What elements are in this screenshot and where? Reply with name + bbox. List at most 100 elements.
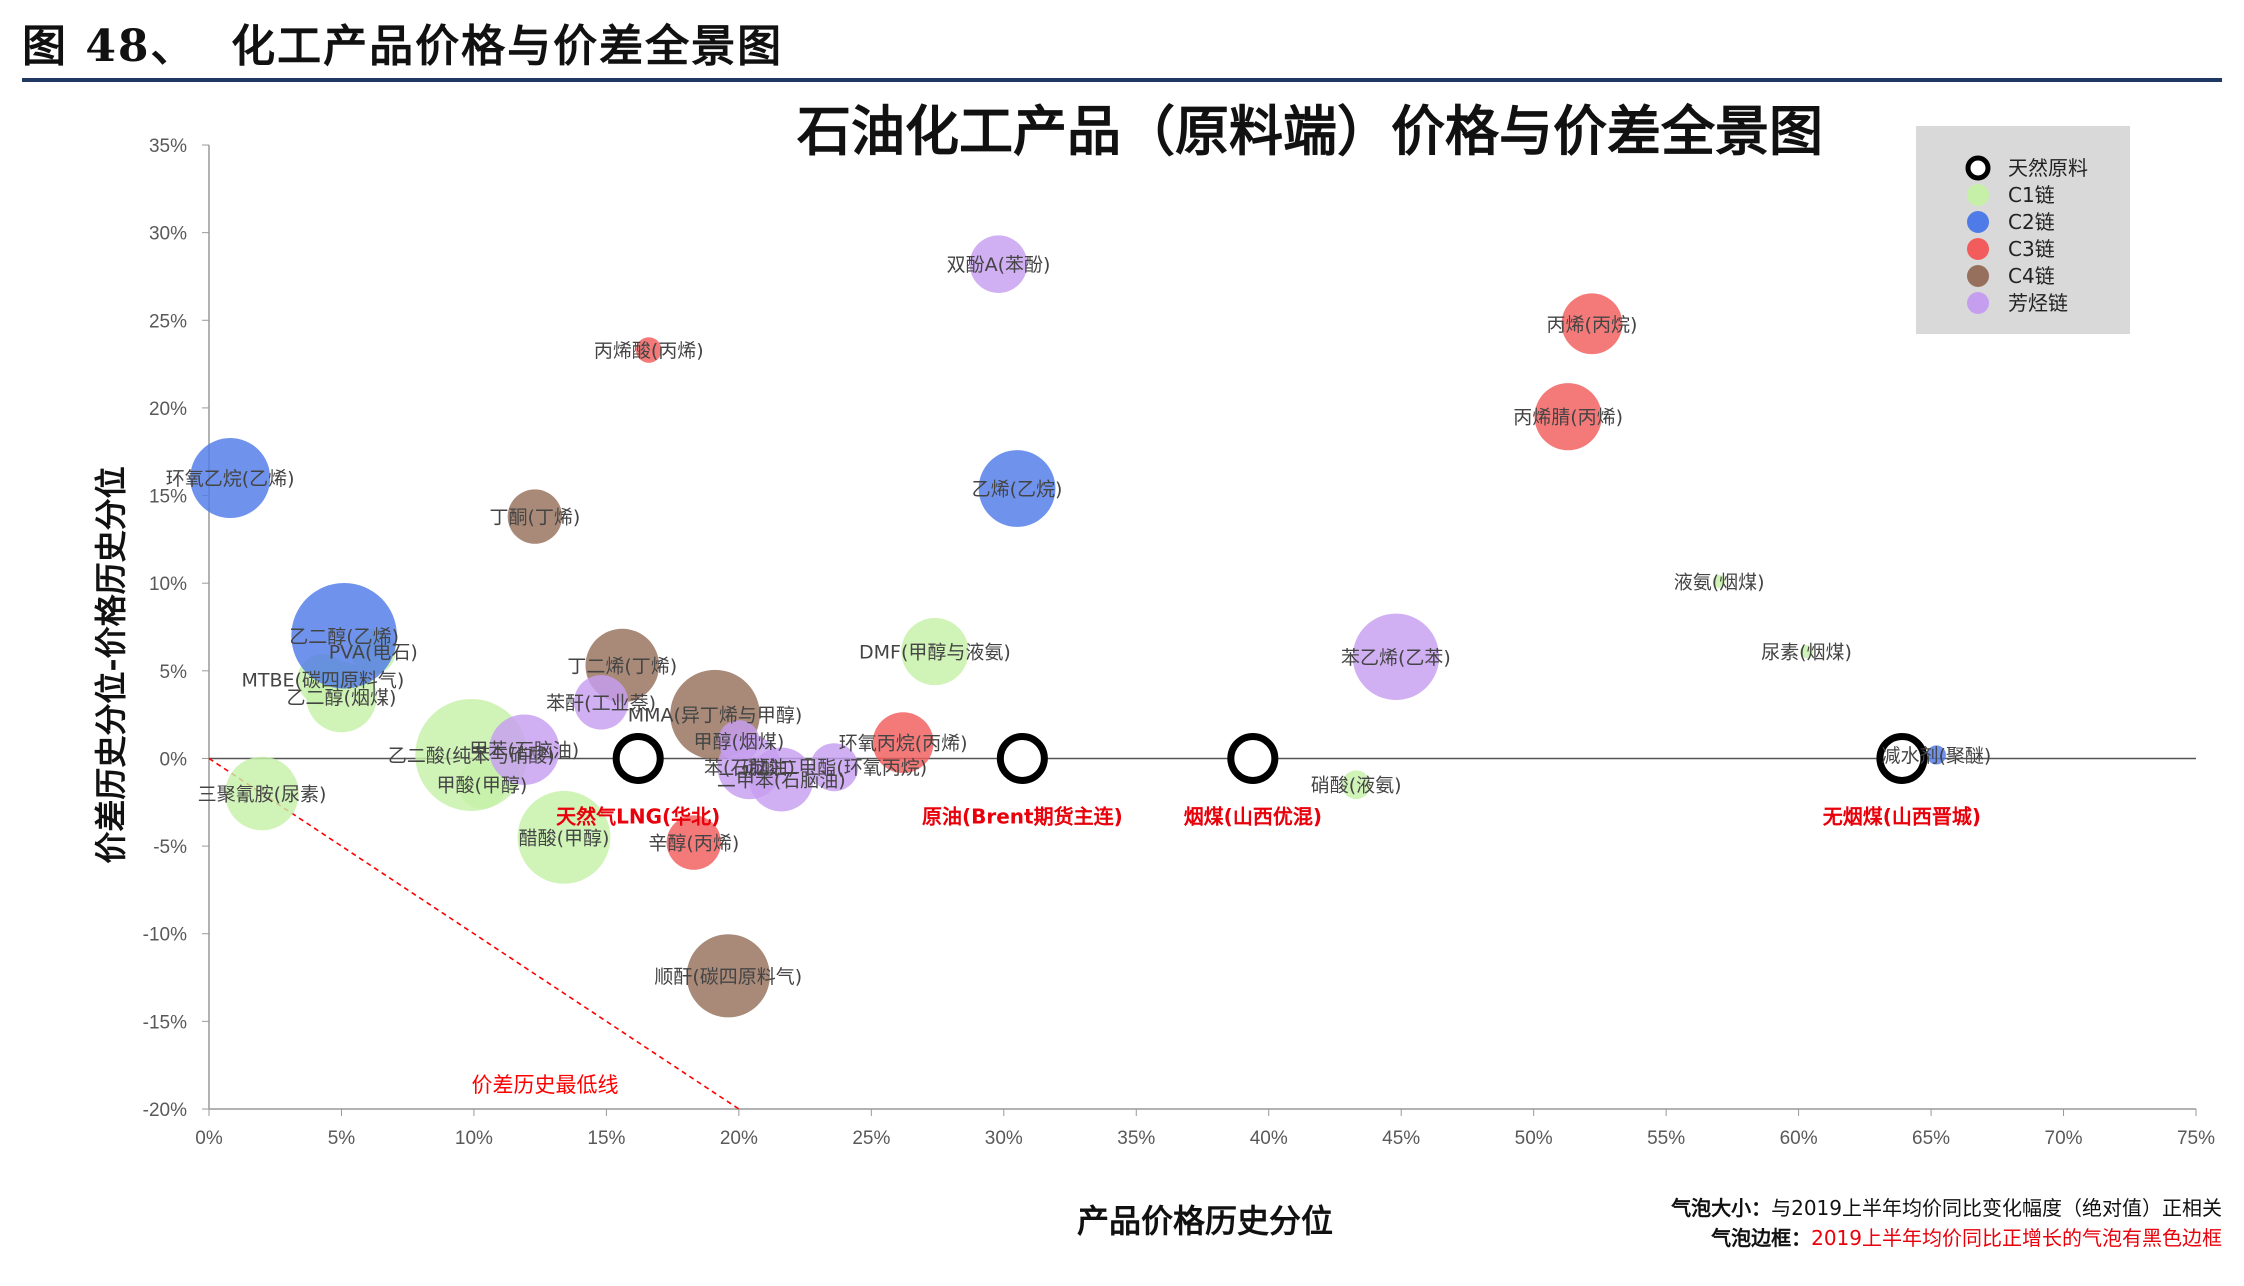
bubble-label: 尿素(烟煤) <box>1761 642 1852 664</box>
bubble-label: PVA(电石) <box>329 642 418 664</box>
bubble-label: 丁酮(丁烯) <box>489 507 580 529</box>
bubbles-layer <box>190 235 1946 1018</box>
y-tick-label: 25% <box>149 311 187 332</box>
footnote-size-text: 与2019上半年均价同比变化幅度（绝对值）正相关 <box>1771 1196 2222 1220</box>
bubble-label: 甲酸(甲醇) <box>436 775 527 797</box>
reference-line-layer: 价差历史最低线 <box>208 757 740 1110</box>
footnote-size: 气泡大小：与2019上半年均价同比变化幅度（绝对值）正相关 <box>1671 1192 2222 1221</box>
bubble-label: 硝酸(液氨) <box>1311 775 1402 797</box>
bubble <box>1352 613 1440 700</box>
x-tick-label: 5% <box>328 1128 356 1149</box>
bubble <box>686 934 770 1018</box>
x-tick-label: 0% <box>195 1128 223 1149</box>
bubble <box>666 815 722 870</box>
bubble-label: 乙二醇(烟煤) <box>287 687 397 709</box>
reference-line <box>208 757 740 1110</box>
y-tick-label: 35% <box>149 136 187 157</box>
x-tick-label: 55% <box>1647 1128 1685 1149</box>
legend-label: C1链 <box>2008 183 2055 207</box>
y-tick-label: 20% <box>149 399 187 420</box>
y-tick-label: 10% <box>149 574 187 595</box>
legend-marker <box>1967 265 1989 287</box>
bubble <box>749 747 814 812</box>
bubble-label: 三聚氰胺(尿素) <box>198 784 327 806</box>
bubble <box>1926 745 1946 765</box>
bubble-label: 碳酸二甲酯(环氧丙烷) <box>741 757 927 779</box>
bubble-label: 乙烯(乙烷) <box>972 479 1063 501</box>
raw-material-label: 无烟煤(山西晋城) <box>1823 804 1981 828</box>
bubble <box>517 790 611 884</box>
bubble-label: MTBE(碳四原料气) <box>241 670 404 692</box>
bubble-label: 液氨(烟煤) <box>1674 571 1765 593</box>
bubble <box>291 582 397 689</box>
bubble <box>969 235 1028 293</box>
y-tick-label: 5% <box>160 662 188 683</box>
x-tick-label: 60% <box>1780 1128 1818 1149</box>
bubble-label: 减水剂(聚醚) <box>1881 745 1991 767</box>
bubble <box>225 756 299 831</box>
y-tick-label: -20% <box>143 1100 187 1121</box>
bubble-label: 乙二醇(乙烯) <box>289 626 399 648</box>
footnote-border-text: 2019上半年均价同比正增长的气泡有黑色边框 <box>1811 1226 2222 1250</box>
reference-line-label: 价差历史最低线 <box>472 1073 619 1097</box>
y-tick-label: -10% <box>143 925 187 946</box>
legend-marker <box>1967 184 1989 206</box>
raw-material-ring <box>1876 732 1928 784</box>
bubble-label: 苯酐(工业萘) <box>546 692 656 714</box>
y-tick-label: -5% <box>153 837 187 858</box>
raw-material-label: 天然气LNG(华北) <box>556 804 720 828</box>
raw-material-ring <box>1227 732 1279 784</box>
bubble <box>1534 383 1602 451</box>
footnote-border-label: 气泡边框： <box>1711 1226 1812 1250</box>
chart-title: 石油化工产品（原料端）价格与价差全景图 <box>797 99 1823 163</box>
legend-label: 芳烃链 <box>2008 291 2068 315</box>
legend-label: C2链 <box>2008 210 2055 234</box>
x-tick-label: 45% <box>1382 1128 1420 1149</box>
x-axis-title: 产品价格历史分位 <box>1077 1202 1333 1240</box>
bubble-label: 苯(石脑油) <box>704 757 795 779</box>
x-tick-label: 20% <box>720 1128 758 1149</box>
legend-marker <box>1967 238 1989 260</box>
legend-marker <box>1967 211 1989 233</box>
bubble-label: 甲醇(烟煤) <box>693 731 784 753</box>
bubble <box>1341 770 1371 800</box>
x-tick-label: 15% <box>587 1128 625 1149</box>
bubble <box>1800 645 1813 658</box>
bubble-label: 环氧丙烷(丙烯) <box>839 733 968 755</box>
x-tick-label: 30% <box>985 1128 1023 1149</box>
bubble-label: 双酚A(苯酚) <box>947 254 1051 276</box>
title-divider <box>22 78 2222 82</box>
bubble <box>457 760 506 809</box>
footnote-border: 气泡边框：2019上半年均价同比正增长的气泡有黑色边框 <box>1711 1222 2222 1251</box>
x-tick-label: 50% <box>1515 1128 1553 1149</box>
bubble <box>1712 575 1726 588</box>
x-tick-label: 70% <box>2045 1128 2083 1149</box>
bubble-label: 醋酸(甲醇) <box>519 827 610 849</box>
y-tick-label: 15% <box>149 487 187 508</box>
legend-label: 天然原料 <box>2008 156 2088 180</box>
bubble-label: 顺酐(碳四原料气) <box>654 966 802 988</box>
bubble <box>978 450 1056 527</box>
x-tick-label: 65% <box>1912 1128 1950 1149</box>
legend-marker <box>1967 292 1989 314</box>
bubble <box>635 337 662 363</box>
bubble <box>810 743 859 792</box>
bubble-label: 丙烯腈(丙烯) <box>1513 407 1623 429</box>
bubble-label: MMA(异丁烯与甲醇) <box>628 705 803 727</box>
bubble <box>489 714 560 785</box>
bubble-label: 丙烯(丙烷) <box>1547 314 1638 336</box>
y-tick-label: -15% <box>143 1012 187 1033</box>
bubble-label: 乙二酸(纯苯与硝酸) <box>388 745 555 767</box>
raw-material-label: 原油(Brent期货主连) <box>922 804 1123 828</box>
y-tick-label: 30% <box>149 224 187 245</box>
bubble <box>718 720 760 762</box>
raw-material-ring <box>996 732 1048 784</box>
bubble <box>1561 293 1623 355</box>
bubble <box>901 617 969 686</box>
bubble <box>872 712 934 774</box>
x-tick-label: 35% <box>1117 1128 1155 1149</box>
bubble <box>573 675 629 730</box>
bubble-label: 二甲苯(石脑油) <box>717 769 846 791</box>
legend-marker <box>1965 155 1991 181</box>
x-tick-label: 10% <box>455 1128 493 1149</box>
